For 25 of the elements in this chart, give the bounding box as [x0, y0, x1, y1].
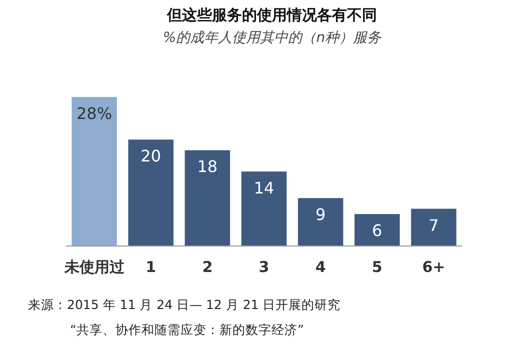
chart-title: 但这些服务的使用情况各有不同 — [166, 6, 377, 24]
data-label: 20 — [140, 146, 162, 166]
source-note: 来源：2015 年 11 月 24 日— 12 月 21 日开展的研究 — [28, 297, 341, 312]
bar — [72, 97, 117, 246]
x-tick-label: 1 — [146, 258, 156, 276]
x-tick-label: 3 — [258, 258, 270, 276]
bar — [241, 172, 287, 246]
x-tick-label: 6+ — [422, 258, 446, 276]
bar — [354, 214, 400, 246]
bar — [298, 198, 344, 246]
x-tick-label: 未使用过 — [63, 258, 126, 276]
bar — [184, 150, 230, 246]
text: “共享、协作和随需应变：新的数字经济” — [70, 322, 304, 337]
data-label: 28% — [76, 104, 112, 123]
x-tick-label: 5 — [372, 258, 382, 276]
x-tick-label: 4 — [315, 258, 326, 276]
data-label: 9 — [315, 205, 326, 224]
bar — [128, 140, 174, 246]
bar — [411, 208, 456, 246]
data-label: 14 — [254, 178, 274, 198]
data-label: 7 — [428, 216, 439, 235]
data-label: 18 — [197, 157, 218, 176]
x-tick-label: 2 — [202, 258, 213, 276]
data-label: 6 — [372, 221, 382, 240]
chart-subtitle: %的成年人使用其中的（n种）服务 — [162, 30, 382, 46]
